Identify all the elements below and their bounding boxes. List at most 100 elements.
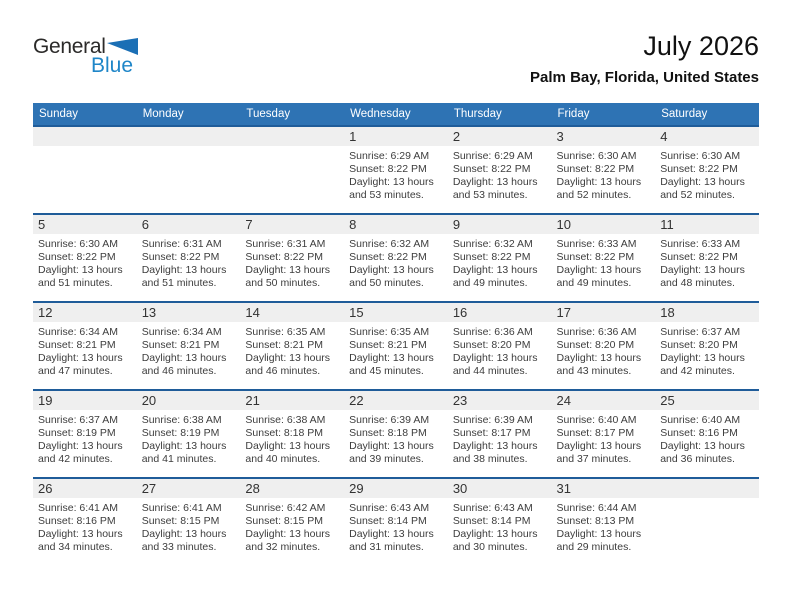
daylight-line2: and 49 minutes. xyxy=(556,277,632,289)
daylight-line2: and 46 minutes. xyxy=(245,365,321,377)
day-details: Sunrise: 6:41 AM Sunset: 8:15 PM Daylight:… xyxy=(137,498,241,554)
sunrise-text: Sunrise: 6:39 AM xyxy=(349,414,430,426)
day-details: Sunrise: 6:35 AM Sunset: 8:21 PM Daylight:… xyxy=(344,322,448,378)
day-number-band: 19 xyxy=(33,391,137,410)
sunrise-text: Sunrise: 6:40 AM xyxy=(660,414,741,426)
daylight-line2: and 30 minutes. xyxy=(452,541,528,553)
daylight-line2: and 53 minutes. xyxy=(452,189,528,201)
day-number-band: 30 xyxy=(447,479,552,498)
daylight-line1: Daylight: 13 hours xyxy=(141,440,227,452)
day-number-band: 13 xyxy=(136,303,241,322)
sunset-text: Sunset: 8:22 PM xyxy=(660,163,738,175)
day-number-band: 26 xyxy=(33,479,137,498)
day-number-band: 28 xyxy=(240,479,345,498)
day-number: 31 xyxy=(556,481,571,496)
day-details: Sunrise: 6:36 AM Sunset: 8:20 PM Daylight:… xyxy=(552,322,656,378)
sunrise-text: Sunrise: 6:30 AM xyxy=(556,150,637,162)
sunset-text: Sunset: 8:21 PM xyxy=(349,339,427,351)
sunrise-text: Sunrise: 6:43 AM xyxy=(452,502,533,514)
daylight-line2: and 43 minutes. xyxy=(556,365,632,377)
day-number-band: 23 xyxy=(447,391,552,410)
day-cell: 30 Sunrise: 6:43 AM Sunset: 8:14 PM Dayligh… xyxy=(447,478,552,565)
logo-text-blue: Blue xyxy=(91,54,134,77)
daylight-line1: Daylight: 13 hours xyxy=(38,528,123,540)
daylight-line2: and 47 minutes. xyxy=(38,365,113,377)
sunset-text: Sunset: 8:22 PM xyxy=(452,163,531,175)
daylight-line2: and 52 minutes. xyxy=(660,189,735,201)
daylight-line1: Daylight: 13 hours xyxy=(141,264,227,276)
sunset-text: Sunset: 8:21 PM xyxy=(38,339,116,351)
daylight-line2: and 37 minutes. xyxy=(556,453,632,465)
day-number-band: 14 xyxy=(240,303,345,322)
day-number: 9 xyxy=(452,217,461,232)
day-number: 2 xyxy=(452,129,461,144)
day-details: Sunrise: 6:40 AM Sunset: 8:16 PM Daylight:… xyxy=(655,410,759,466)
day-cell: 28 Sunrise: 6:42 AM Sunset: 8:15 PM Dayligh… xyxy=(240,478,345,565)
daylight-line1: Daylight: 13 hours xyxy=(349,528,434,540)
week-row: 12 Sunrise: 6:34 AM Sunset: 8:21 PM Dayligh… xyxy=(33,302,759,390)
day-cell: 29 Sunrise: 6:43 AM Sunset: 8:14 PM Dayligh… xyxy=(344,478,448,565)
daylight-line1: Daylight: 13 hours xyxy=(141,352,227,364)
sunset-text: Sunset: 8:22 PM xyxy=(452,251,531,263)
empty-day-cell xyxy=(33,126,137,214)
weekday-header: Wednesday xyxy=(344,103,448,126)
sunrise-text: Sunrise: 6:32 AM xyxy=(349,238,430,250)
day-cell: 20 Sunrise: 6:38 AM Sunset: 8:19 PM Dayligh… xyxy=(136,390,241,478)
sunset-text: Sunset: 8:15 PM xyxy=(245,515,324,527)
sunset-text: Sunset: 8:20 PM xyxy=(660,339,738,351)
general-blue-logo: General Blue xyxy=(33,36,138,76)
sunset-text: Sunset: 8:22 PM xyxy=(556,163,635,175)
sunset-text: Sunset: 8:19 PM xyxy=(38,427,116,439)
day-details: Sunrise: 6:43 AM Sunset: 8:14 PM Daylight:… xyxy=(344,498,448,554)
daylight-line1: Daylight: 13 hours xyxy=(660,264,745,276)
day-cell: 12 Sunrise: 6:34 AM Sunset: 8:21 PM Dayligh… xyxy=(33,302,137,390)
sunset-text: Sunset: 8:16 PM xyxy=(38,515,116,527)
sunset-text: Sunset: 8:13 PM xyxy=(556,515,635,527)
daylight-line1: Daylight: 13 hours xyxy=(452,352,538,364)
sunset-text: Sunset: 8:19 PM xyxy=(141,427,220,439)
daylight-line1: Daylight: 13 hours xyxy=(452,528,538,540)
day-cell: 15 Sunrise: 6:35 AM Sunset: 8:21 PM Dayligh… xyxy=(344,302,448,390)
day-number: 23 xyxy=(452,393,468,408)
day-details: Sunrise: 6:30 AM Sunset: 8:22 PM Daylight:… xyxy=(655,146,759,202)
day-number: 16 xyxy=(452,305,468,320)
day-number: 13 xyxy=(141,305,157,320)
day-cell: 22 Sunrise: 6:39 AM Sunset: 8:18 PM Dayligh… xyxy=(344,390,448,478)
empty-day-cell xyxy=(136,126,241,214)
sunrise-text: Sunrise: 6:42 AM xyxy=(245,502,326,514)
day-number: 22 xyxy=(349,393,364,408)
calendar-body: 1 Sunrise: 6:29 AM Sunset: 8:22 PM Daylight… xyxy=(33,126,759,565)
day-details: Sunrise: 6:30 AM Sunset: 8:22 PM Daylight:… xyxy=(33,234,137,290)
day-details: Sunrise: 6:33 AM Sunset: 8:22 PM Daylight:… xyxy=(552,234,656,290)
sunset-text: Sunset: 8:21 PM xyxy=(245,339,324,351)
day-cell: 21 Sunrise: 6:38 AM Sunset: 8:18 PM Dayligh… xyxy=(240,390,345,478)
daylight-line1: Daylight: 13 hours xyxy=(141,528,227,540)
day-number-band: 16 xyxy=(447,303,552,322)
day-details: Sunrise: 6:42 AM Sunset: 8:15 PM Daylight:… xyxy=(240,498,344,554)
daylight-line1: Daylight: 13 hours xyxy=(349,440,434,452)
sunset-text: Sunset: 8:16 PM xyxy=(660,427,738,439)
daylight-line2: and 34 minutes. xyxy=(38,541,113,553)
day-number-band: 24 xyxy=(551,391,656,410)
daylight-line1: Daylight: 13 hours xyxy=(38,264,123,276)
daylight-line2: and 31 minutes. xyxy=(349,541,424,553)
day-number: 3 xyxy=(556,129,564,144)
day-number-band xyxy=(33,127,137,146)
day-details: Sunrise: 6:29 AM Sunset: 8:22 PM Daylight:… xyxy=(448,146,552,202)
sunset-text: Sunset: 8:22 PM xyxy=(38,251,116,263)
logo-triangle-icon xyxy=(106,38,138,55)
day-number-band: 20 xyxy=(136,391,241,410)
page-title: July 2026 xyxy=(643,31,759,61)
daylight-line1: Daylight: 13 hours xyxy=(660,352,745,364)
sunset-text: Sunset: 8:22 PM xyxy=(245,251,324,263)
day-details: Sunrise: 6:35 AM Sunset: 8:21 PM Daylight:… xyxy=(240,322,344,378)
day-number-band: 8 xyxy=(344,215,448,234)
sunrise-text: Sunrise: 6:44 AM xyxy=(556,502,637,514)
daylight-line2: and 29 minutes. xyxy=(556,541,632,553)
day-number: 1 xyxy=(349,129,357,144)
logo-text-general: General xyxy=(33,35,106,58)
day-cell: 17 Sunrise: 6:36 AM Sunset: 8:20 PM Dayligh… xyxy=(551,302,656,390)
day-number: 28 xyxy=(245,481,260,496)
daylight-line2: and 51 minutes. xyxy=(38,277,113,289)
